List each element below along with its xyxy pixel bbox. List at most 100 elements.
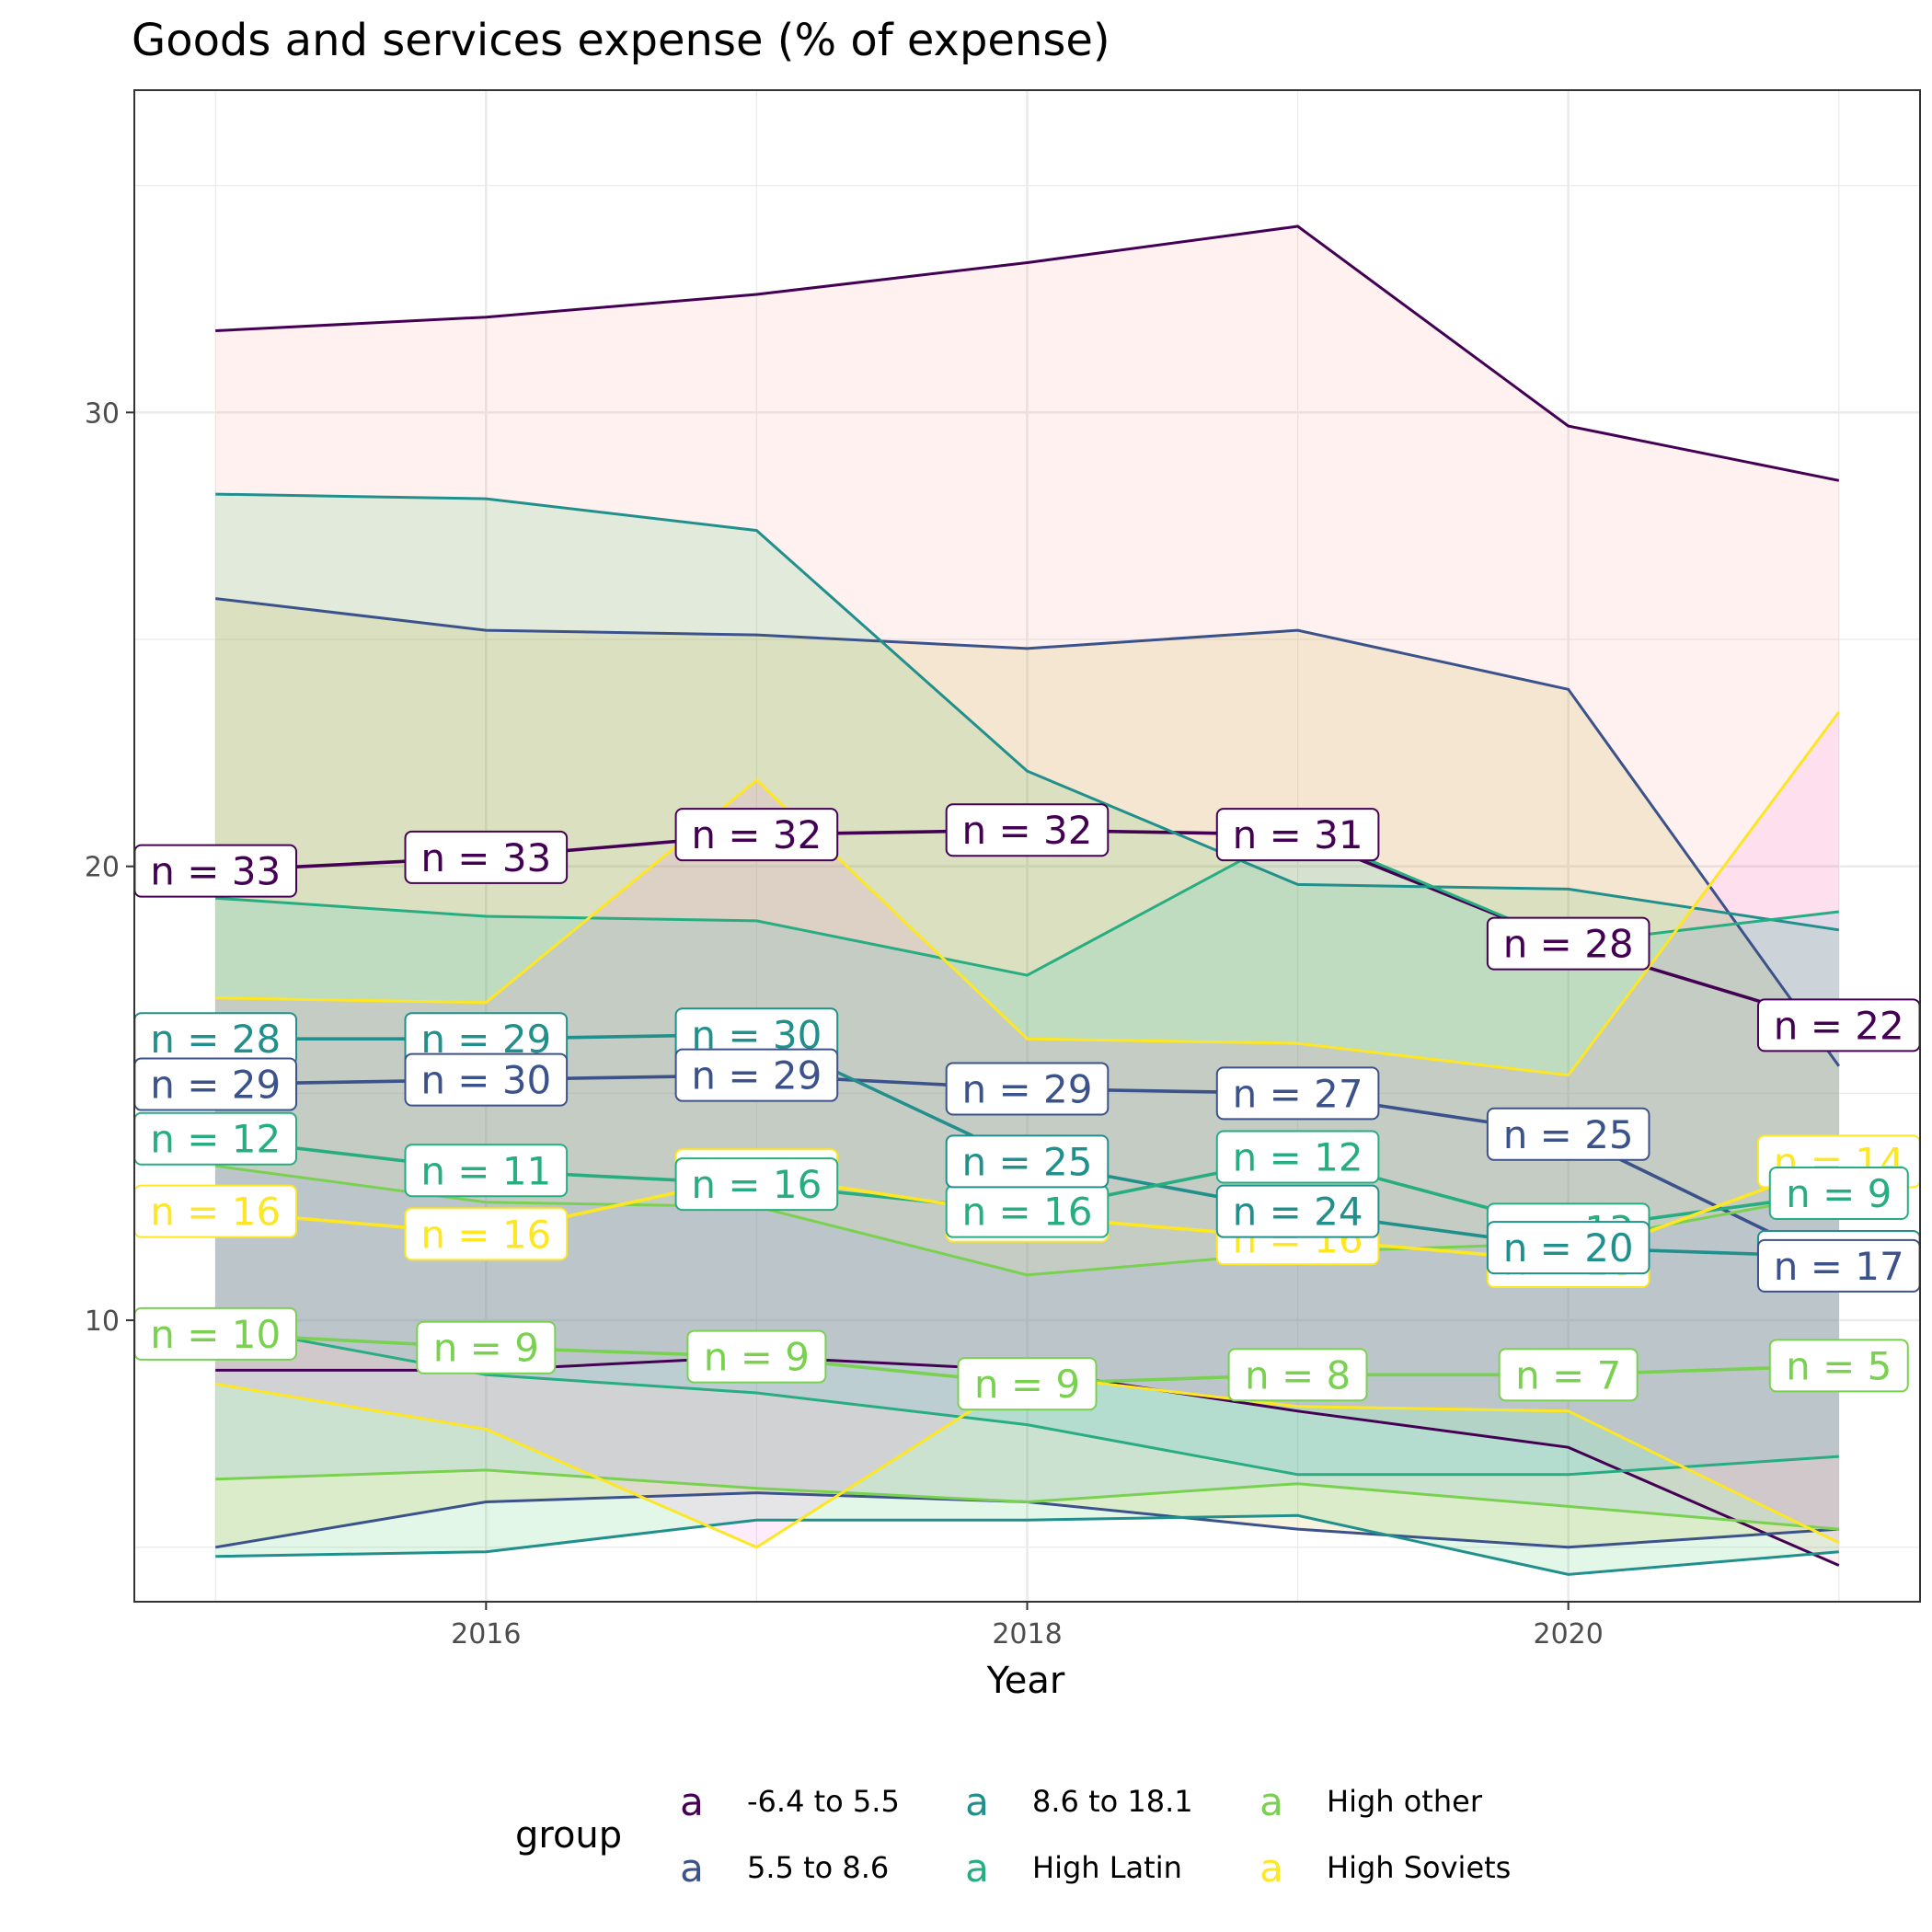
n-label-box — [1486, 916, 1650, 971]
legend-key: a — [1259, 1846, 1283, 1891]
n-label-box — [674, 1157, 839, 1212]
legend-key: a — [680, 1846, 704, 1891]
n-label-text: n = 28 — [1503, 922, 1634, 967]
legend-label: High Latin — [1032, 1850, 1182, 1885]
n-label-text: n = 32 — [962, 808, 1093, 853]
legend-title: group — [515, 1814, 622, 1857]
n-label: n = 30 — [404, 1052, 569, 1107]
legend-label: High other — [1327, 1784, 1483, 1819]
n-label-text: n = 12 — [150, 1117, 281, 1162]
n-label: n = 16 — [404, 1207, 569, 1261]
series-line-lower — [215, 1468, 1839, 1531]
n-label-box — [404, 1052, 569, 1107]
n-label-text: n = 16 — [962, 1190, 1093, 1235]
x-axis-title: Year — [986, 1660, 1065, 1702]
x-tick-label: 2020 — [1534, 1618, 1604, 1650]
n-label-text: n = 16 — [420, 1212, 551, 1257]
n-label-box — [1215, 1130, 1380, 1184]
y-tick-label: 20 — [85, 852, 120, 884]
n-label-text: n = 16 — [691, 1162, 822, 1207]
legend-item: a High Latin — [965, 1846, 1182, 1891]
n-label: n = 32 — [945, 803, 1110, 857]
legend-item: a 5.5 to 8.6 — [680, 1846, 889, 1891]
n-label-text: n = 9 — [704, 1335, 810, 1380]
series-line-lower — [215, 1513, 1839, 1576]
n-label: n = 33 — [404, 830, 569, 884]
n-label-text: n = 17 — [1774, 1244, 1904, 1289]
legend-item: a 8.6 to 18.1 — [965, 1779, 1192, 1824]
n-label: n = 33 — [133, 844, 298, 898]
x-tick-label: 2018 — [992, 1618, 1062, 1650]
n-label: n = 12 — [1215, 1130, 1380, 1184]
legend-key: a — [965, 1779, 989, 1824]
n-label-text: n = 9 — [974, 1362, 1080, 1407]
n-label-box — [1215, 1066, 1380, 1121]
n-label: n = 28 — [1486, 916, 1650, 971]
n-label-text: n = 10 — [150, 1312, 281, 1357]
legend-label: -6.4 to 5.5 — [747, 1784, 900, 1819]
n-label: n = 7 — [1498, 1348, 1639, 1402]
n-label-text: n = 28 — [150, 1017, 281, 1062]
n-label: n = 29 — [133, 1057, 298, 1111]
legend-item: a High other — [1259, 1779, 1483, 1824]
n-label-box — [1486, 1221, 1650, 1275]
n-label-text: n = 16 — [150, 1190, 281, 1235]
n-label-text: n = 31 — [1233, 812, 1363, 857]
y-tick-label: 30 — [85, 397, 120, 430]
n-label-text: n = 12 — [1233, 1134, 1363, 1179]
n-label: n = 8 — [1227, 1348, 1368, 1402]
legend-label: 5.5 to 8.6 — [747, 1850, 889, 1885]
n-label-text: n = 24 — [1233, 1190, 1363, 1235]
n-label-box — [1227, 1348, 1368, 1402]
count-labels: n = 10 n = 9 n = 9 n = 9 n = 8 n = 7 n = 5 n = … — [133, 803, 1921, 1411]
n-label: n = 25 — [1486, 1107, 1650, 1161]
n-label: n = 28 — [133, 1012, 298, 1066]
n-label-box — [957, 1357, 1098, 1411]
n-label-text: n = 11 — [420, 1148, 551, 1193]
n-label: n = 16 — [674, 1157, 839, 1212]
n-label: n = 9 — [686, 1329, 827, 1384]
n-label-text: n = 9 — [1786, 1171, 1892, 1216]
n-label-box — [404, 1207, 569, 1261]
n-label-text: n = 25 — [1503, 1112, 1634, 1157]
legend-item: a -6.4 to 5.5 — [680, 1779, 900, 1824]
chart-title: Goods and services expense (% of expense… — [132, 15, 1110, 66]
series-line-upper — [215, 711, 1841, 1077]
n-label-box — [1498, 1348, 1639, 1402]
n-label-text: n = 33 — [150, 849, 281, 894]
ribbon-area — [215, 711, 1839, 1547]
n-label-text: n = 27 — [1233, 1071, 1363, 1116]
n-label-text: n = 9 — [433, 1326, 539, 1371]
legend-label: 8.6 to 18.1 — [1032, 1784, 1193, 1819]
n-label: n = 29 — [945, 1062, 1110, 1116]
series-line-lower — [214, 1323, 1839, 1477]
n-label-box — [1768, 1166, 1909, 1220]
axes: 2016 2018 2020 10 20 30 — [85, 397, 1604, 1650]
series-line-upper — [215, 492, 1840, 932]
n-label-box — [674, 1048, 839, 1102]
x-tick-label: 2016 — [451, 1618, 521, 1650]
n-label: n = 5 — [1768, 1339, 1909, 1393]
n-label-text: n = 20 — [1503, 1225, 1634, 1271]
n-label: n = 16 — [133, 1184, 298, 1238]
n-label-text: n = 25 — [962, 1139, 1093, 1184]
legend-item: a High Soviets — [1259, 1846, 1511, 1891]
n-label-box — [1215, 808, 1380, 862]
n-label-text: n = 5 — [1786, 1343, 1892, 1388]
n-label-text: n = 7 — [1515, 1352, 1621, 1397]
n-label: n = 10 — [133, 1306, 298, 1361]
n-label: n = 9 — [1768, 1166, 1909, 1220]
n-label: n = 9 — [957, 1357, 1098, 1411]
n-label-box — [1768, 1339, 1909, 1393]
legend-key: a — [965, 1846, 989, 1891]
n-label-text: n = 22 — [1774, 1003, 1904, 1048]
n-label: n = 20 — [1486, 1221, 1650, 1275]
n-label-text: n = 30 — [420, 1058, 551, 1103]
n-label: n = 24 — [1215, 1184, 1380, 1238]
n-label-text: n = 32 — [691, 812, 822, 857]
n-label-box — [1486, 1107, 1650, 1161]
n-label-box — [945, 1134, 1110, 1189]
n-label-text: n = 8 — [1245, 1352, 1351, 1397]
y-tick-label: 10 — [85, 1305, 120, 1338]
legend-label: High Soviets — [1327, 1850, 1511, 1885]
